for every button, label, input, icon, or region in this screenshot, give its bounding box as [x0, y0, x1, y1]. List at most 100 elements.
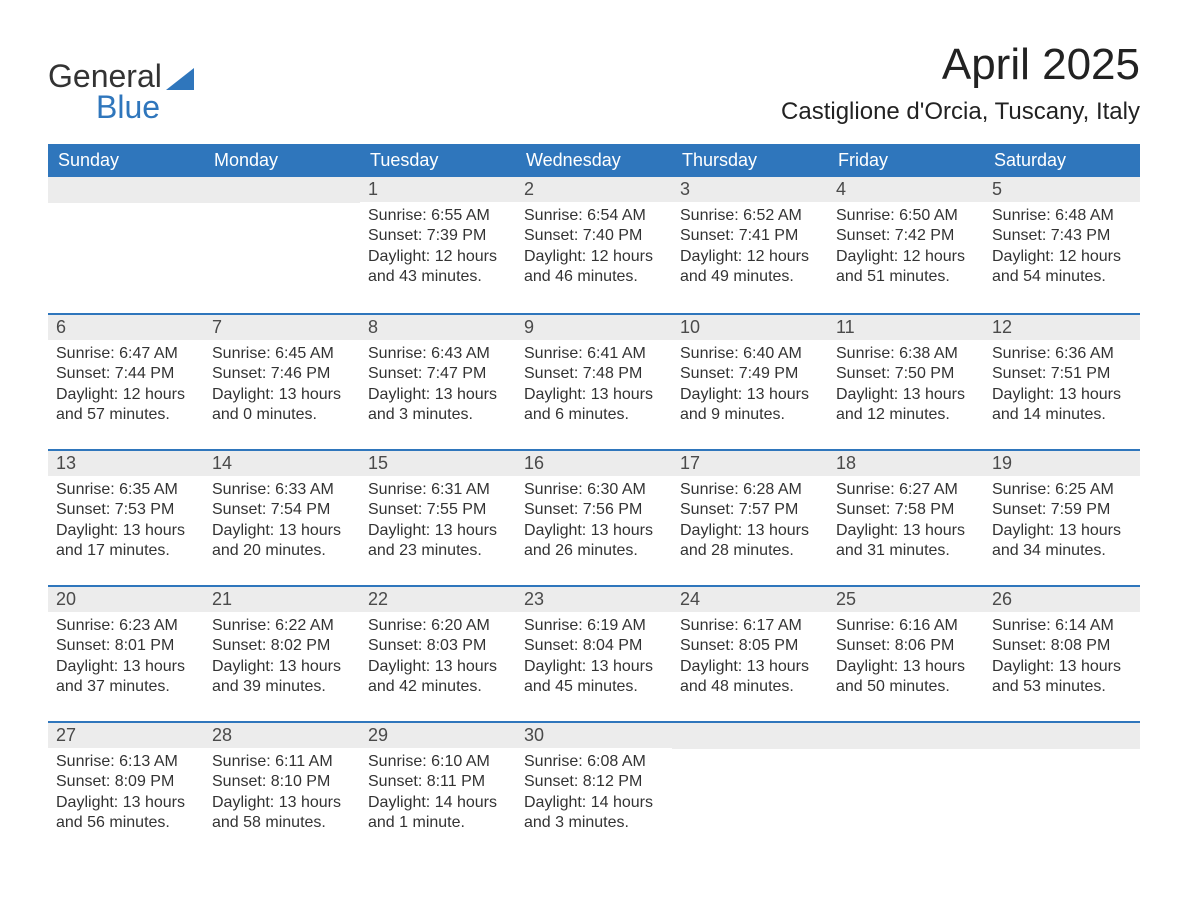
day-header: Wednesday: [516, 144, 672, 177]
day-body: Sunrise: 6:28 AMSunset: 7:57 PMDaylight:…: [672, 476, 828, 572]
day-number: 6: [48, 315, 204, 340]
day-number: 3: [672, 177, 828, 202]
day-number: 16: [516, 451, 672, 476]
title-block: April 2025 Castiglione d'Orcia, Tuscany,…: [781, 40, 1140, 126]
calendar-cell: 11Sunrise: 6:38 AMSunset: 7:50 PMDayligh…: [828, 313, 984, 449]
calendar-cell: [828, 721, 984, 857]
day-body: Sunrise: 6:11 AMSunset: 8:10 PMDaylight:…: [204, 748, 360, 844]
day-number: [204, 177, 360, 203]
day-number: 14: [204, 451, 360, 476]
day-number: 15: [360, 451, 516, 476]
calendar-cell: 14Sunrise: 6:33 AMSunset: 7:54 PMDayligh…: [204, 449, 360, 585]
calendar-cell: 26Sunrise: 6:14 AMSunset: 8:08 PMDayligh…: [984, 585, 1140, 721]
day-number: [48, 177, 204, 203]
day-number: 23: [516, 587, 672, 612]
day-body: Sunrise: 6:13 AMSunset: 8:09 PMDaylight:…: [48, 748, 204, 844]
day-number: 13: [48, 451, 204, 476]
logo: General Blue: [48, 58, 194, 126]
day-body: Sunrise: 6:22 AMSunset: 8:02 PMDaylight:…: [204, 612, 360, 708]
calendar-cell: 16Sunrise: 6:30 AMSunset: 7:56 PMDayligh…: [516, 449, 672, 585]
location: Castiglione d'Orcia, Tuscany, Italy: [781, 98, 1140, 126]
day-header: Friday: [828, 144, 984, 177]
calendar-grid: SundayMondayTuesdayWednesdayThursdayFrid…: [48, 144, 1140, 857]
calendar-cell: 20Sunrise: 6:23 AMSunset: 8:01 PMDayligh…: [48, 585, 204, 721]
day-header: Tuesday: [360, 144, 516, 177]
calendar-cell: 10Sunrise: 6:40 AMSunset: 7:49 PMDayligh…: [672, 313, 828, 449]
day-body: Sunrise: 6:36 AMSunset: 7:51 PMDaylight:…: [984, 340, 1140, 436]
day-body: Sunrise: 6:48 AMSunset: 7:43 PMDaylight:…: [984, 202, 1140, 298]
day-number: 21: [204, 587, 360, 612]
calendar-cell: 17Sunrise: 6:28 AMSunset: 7:57 PMDayligh…: [672, 449, 828, 585]
day-number: 11: [828, 315, 984, 340]
day-header: Monday: [204, 144, 360, 177]
day-body: Sunrise: 6:40 AMSunset: 7:49 PMDaylight:…: [672, 340, 828, 436]
day-body: Sunrise: 6:38 AMSunset: 7:50 PMDaylight:…: [828, 340, 984, 436]
day-number: 19: [984, 451, 1140, 476]
day-number: 17: [672, 451, 828, 476]
calendar-cell: 18Sunrise: 6:27 AMSunset: 7:58 PMDayligh…: [828, 449, 984, 585]
day-body: Sunrise: 6:45 AMSunset: 7:46 PMDaylight:…: [204, 340, 360, 436]
day-number: 28: [204, 723, 360, 748]
day-body: Sunrise: 6:08 AMSunset: 8:12 PMDaylight:…: [516, 748, 672, 844]
logo-word-blue: Blue: [96, 89, 194, 126]
day-number: [672, 723, 828, 749]
day-body: Sunrise: 6:10 AMSunset: 8:11 PMDaylight:…: [360, 748, 516, 844]
calendar-cell: 8Sunrise: 6:43 AMSunset: 7:47 PMDaylight…: [360, 313, 516, 449]
calendar-cell: [204, 177, 360, 313]
calendar-cell: 15Sunrise: 6:31 AMSunset: 7:55 PMDayligh…: [360, 449, 516, 585]
day-number: [828, 723, 984, 749]
calendar-cell: 13Sunrise: 6:35 AMSunset: 7:53 PMDayligh…: [48, 449, 204, 585]
day-body: Sunrise: 6:19 AMSunset: 8:04 PMDaylight:…: [516, 612, 672, 708]
calendar-cell: 25Sunrise: 6:16 AMSunset: 8:06 PMDayligh…: [828, 585, 984, 721]
day-body: Sunrise: 6:17 AMSunset: 8:05 PMDaylight:…: [672, 612, 828, 708]
logo-sail-icon: [166, 68, 194, 90]
calendar-cell: 1Sunrise: 6:55 AMSunset: 7:39 PMDaylight…: [360, 177, 516, 313]
day-header: Saturday: [984, 144, 1140, 177]
day-body: Sunrise: 6:35 AMSunset: 7:53 PMDaylight:…: [48, 476, 204, 572]
day-body: Sunrise: 6:31 AMSunset: 7:55 PMDaylight:…: [360, 476, 516, 572]
day-body: Sunrise: 6:41 AMSunset: 7:48 PMDaylight:…: [516, 340, 672, 436]
day-body: Sunrise: 6:25 AMSunset: 7:59 PMDaylight:…: [984, 476, 1140, 572]
calendar-cell: [48, 177, 204, 313]
day-number: 4: [828, 177, 984, 202]
day-number: 2: [516, 177, 672, 202]
day-body: Sunrise: 6:30 AMSunset: 7:56 PMDaylight:…: [516, 476, 672, 572]
day-number: 20: [48, 587, 204, 612]
day-number: 22: [360, 587, 516, 612]
day-body: Sunrise: 6:20 AMSunset: 8:03 PMDaylight:…: [360, 612, 516, 708]
calendar-cell: 19Sunrise: 6:25 AMSunset: 7:59 PMDayligh…: [984, 449, 1140, 585]
day-number: 10: [672, 315, 828, 340]
day-body: Sunrise: 6:33 AMSunset: 7:54 PMDaylight:…: [204, 476, 360, 572]
calendar-cell: 9Sunrise: 6:41 AMSunset: 7:48 PMDaylight…: [516, 313, 672, 449]
day-header: Thursday: [672, 144, 828, 177]
day-number: 5: [984, 177, 1140, 202]
day-number: 12: [984, 315, 1140, 340]
day-body: Sunrise: 6:27 AMSunset: 7:58 PMDaylight:…: [828, 476, 984, 572]
calendar-cell: 28Sunrise: 6:11 AMSunset: 8:10 PMDayligh…: [204, 721, 360, 857]
day-number: 9: [516, 315, 672, 340]
day-body: Sunrise: 6:23 AMSunset: 8:01 PMDaylight:…: [48, 612, 204, 708]
calendar-cell: 5Sunrise: 6:48 AMSunset: 7:43 PMDaylight…: [984, 177, 1140, 313]
calendar-cell: 3Sunrise: 6:52 AMSunset: 7:41 PMDaylight…: [672, 177, 828, 313]
day-number: 24: [672, 587, 828, 612]
day-number: 25: [828, 587, 984, 612]
header: General Blue April 2025 Castiglione d'Or…: [48, 40, 1140, 126]
day-body: Sunrise: 6:54 AMSunset: 7:40 PMDaylight:…: [516, 202, 672, 298]
day-number: 26: [984, 587, 1140, 612]
day-number: 18: [828, 451, 984, 476]
calendar-cell: 22Sunrise: 6:20 AMSunset: 8:03 PMDayligh…: [360, 585, 516, 721]
month-title: April 2025: [781, 40, 1140, 90]
day-number: 8: [360, 315, 516, 340]
day-number: 30: [516, 723, 672, 748]
day-number: 29: [360, 723, 516, 748]
calendar-cell: 21Sunrise: 6:22 AMSunset: 8:02 PMDayligh…: [204, 585, 360, 721]
calendar-cell: 30Sunrise: 6:08 AMSunset: 8:12 PMDayligh…: [516, 721, 672, 857]
day-header: Sunday: [48, 144, 204, 177]
day-body: [204, 203, 360, 217]
day-body: Sunrise: 6:52 AMSunset: 7:41 PMDaylight:…: [672, 202, 828, 298]
day-number: 1: [360, 177, 516, 202]
day-body: Sunrise: 6:50 AMSunset: 7:42 PMDaylight:…: [828, 202, 984, 298]
calendar-cell: 27Sunrise: 6:13 AMSunset: 8:09 PMDayligh…: [48, 721, 204, 857]
day-body: Sunrise: 6:55 AMSunset: 7:39 PMDaylight:…: [360, 202, 516, 298]
day-body: [984, 749, 1140, 763]
